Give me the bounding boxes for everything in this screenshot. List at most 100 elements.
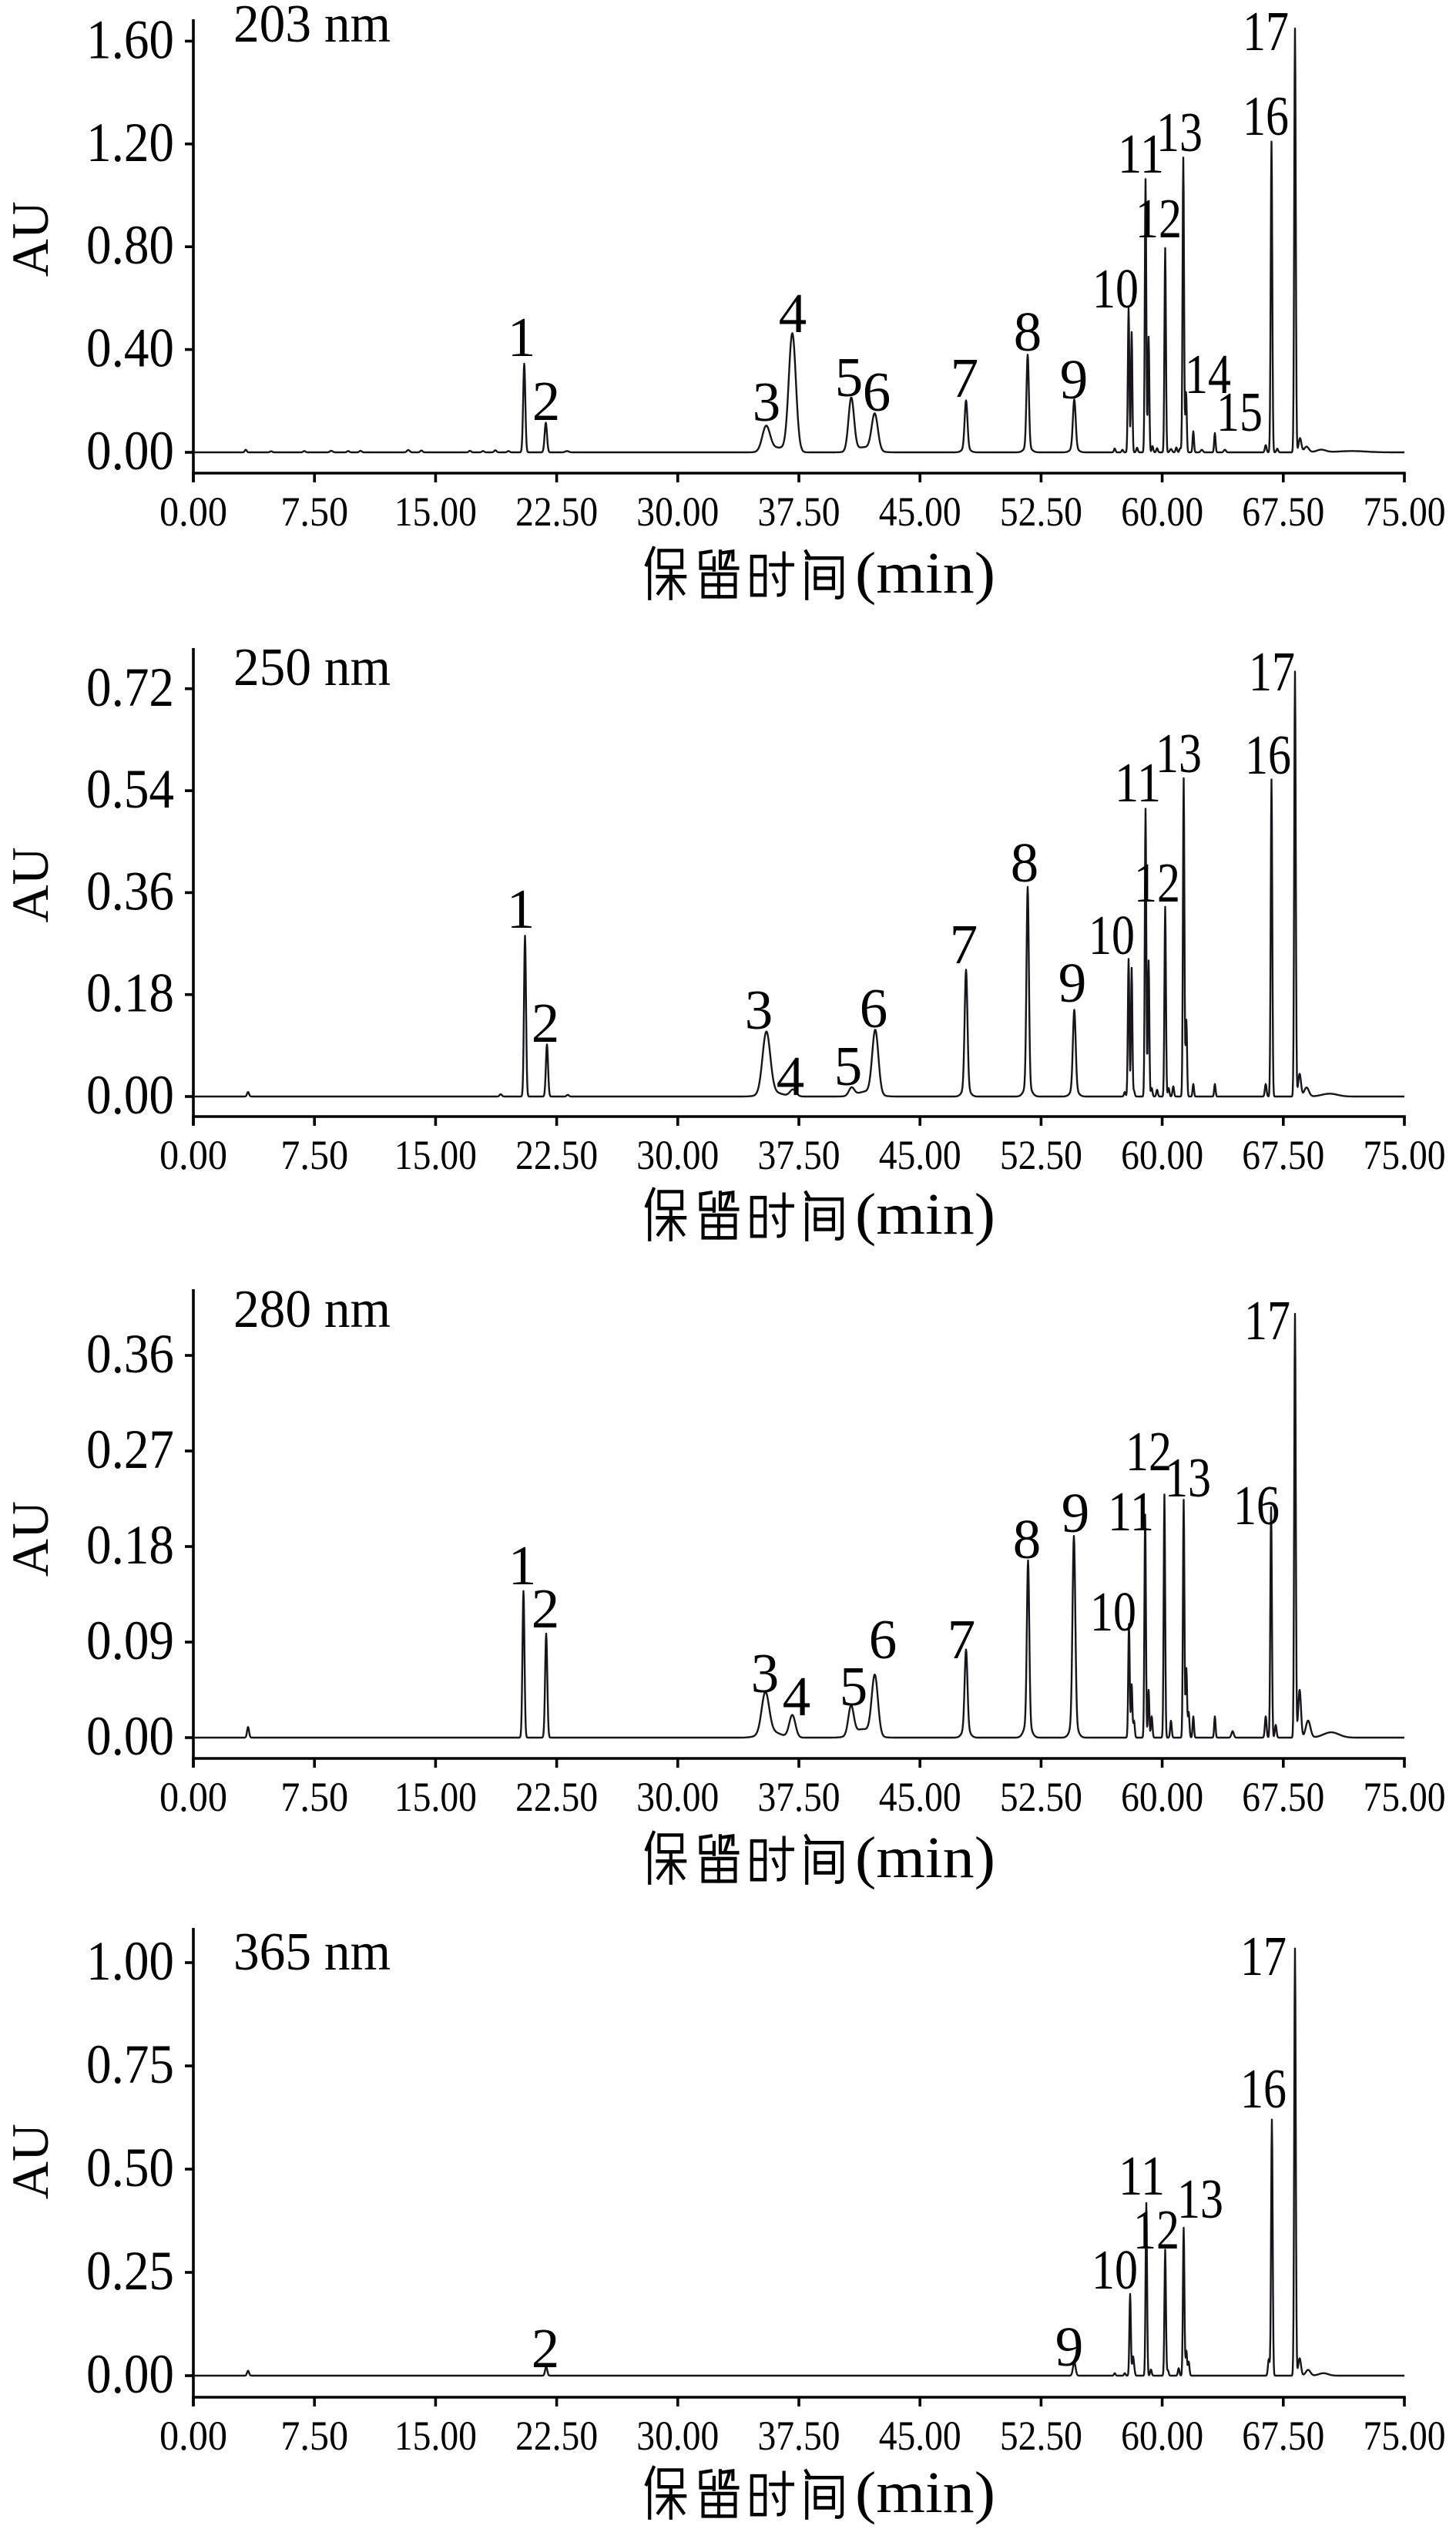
svg-text:1.60: 1.60 xyxy=(86,8,174,70)
svg-text:30.00: 30.00 xyxy=(636,489,719,535)
svg-text:6: 6 xyxy=(860,977,888,1039)
svg-text:15.00: 15.00 xyxy=(394,1132,477,1178)
svg-text:75.00: 75.00 xyxy=(1364,489,1446,535)
svg-text:22.50: 22.50 xyxy=(515,489,598,535)
svg-text:2: 2 xyxy=(532,2317,560,2380)
svg-text:15.00: 15.00 xyxy=(394,2413,477,2459)
svg-text:3: 3 xyxy=(751,1642,780,1704)
svg-text:7.50: 7.50 xyxy=(280,2413,348,2459)
svg-text:5: 5 xyxy=(835,346,864,408)
svg-text:17: 17 xyxy=(1244,1289,1290,1352)
svg-text:3: 3 xyxy=(753,371,781,433)
svg-text:45.00: 45.00 xyxy=(879,2413,961,2459)
svg-text:16: 16 xyxy=(1240,2057,1287,2120)
svg-text:0.18: 0.18 xyxy=(86,1514,174,1576)
svg-text:0.72: 0.72 xyxy=(86,657,174,718)
svg-text:7.50: 7.50 xyxy=(280,1132,348,1178)
svg-text:12: 12 xyxy=(1134,851,1180,914)
svg-text:67.50: 67.50 xyxy=(1242,1132,1324,1178)
svg-text:0.00: 0.00 xyxy=(86,1705,174,1767)
svg-text:13: 13 xyxy=(1165,1446,1211,1509)
svg-text:9: 9 xyxy=(1060,348,1089,411)
svg-text:11: 11 xyxy=(1118,123,1164,185)
svg-text:4: 4 xyxy=(783,1665,811,1728)
svg-text:9: 9 xyxy=(1062,1482,1090,1544)
svg-text:30.00: 30.00 xyxy=(636,1774,719,1820)
svg-text:13: 13 xyxy=(1177,2168,1223,2230)
svg-text:16: 16 xyxy=(1243,85,1289,147)
svg-text:10: 10 xyxy=(1092,2238,1138,2301)
svg-text:45.00: 45.00 xyxy=(879,1132,961,1178)
svg-text:75.00: 75.00 xyxy=(1364,1774,1446,1820)
svg-text:0.00: 0.00 xyxy=(86,1064,174,1126)
svg-text:0.18: 0.18 xyxy=(86,962,174,1024)
svg-text:17: 17 xyxy=(1243,0,1289,62)
svg-text:45.00: 45.00 xyxy=(879,1774,961,1820)
svg-text:15: 15 xyxy=(1216,381,1263,443)
svg-text:1: 1 xyxy=(508,1534,537,1597)
svg-text:5: 5 xyxy=(840,1655,868,1718)
svg-text:4: 4 xyxy=(777,1045,805,1107)
svg-text:12: 12 xyxy=(1133,2198,1179,2261)
svg-text:16: 16 xyxy=(1245,724,1291,786)
svg-text:0.25: 0.25 xyxy=(86,2240,174,2302)
svg-text:13: 13 xyxy=(1156,722,1202,784)
svg-text:0.00: 0.00 xyxy=(86,420,174,482)
svg-text:52.50: 52.50 xyxy=(1000,2413,1082,2459)
svg-text:2: 2 xyxy=(532,1577,560,1640)
svg-text:7.50: 7.50 xyxy=(280,489,348,535)
svg-text:280 nm: 280 nm xyxy=(233,1280,391,1339)
svg-text:75.00: 75.00 xyxy=(1364,2413,1446,2459)
svg-text:(min): (min) xyxy=(855,541,995,606)
svg-text:0.54: 0.54 xyxy=(86,758,174,820)
svg-text:8: 8 xyxy=(1011,831,1039,894)
svg-text:1: 1 xyxy=(507,878,535,940)
svg-text:203 nm: 203 nm xyxy=(233,0,391,54)
svg-text:6: 6 xyxy=(863,361,891,423)
svg-text:37.50: 37.50 xyxy=(758,489,840,535)
svg-text:52.50: 52.50 xyxy=(1000,1132,1082,1178)
svg-text:7: 7 xyxy=(950,913,978,976)
svg-text:AU: AU xyxy=(1,2124,59,2199)
svg-text:10: 10 xyxy=(1092,257,1139,320)
svg-text:1.00: 1.00 xyxy=(86,1930,174,1992)
svg-text:0.50: 0.50 xyxy=(86,2137,174,2198)
svg-text:9: 9 xyxy=(1058,952,1087,1014)
svg-text:22.50: 22.50 xyxy=(515,2413,598,2459)
svg-text:0.00: 0.00 xyxy=(86,2343,174,2405)
svg-text:37.50: 37.50 xyxy=(758,1774,840,1820)
svg-text:0.36: 0.36 xyxy=(86,1323,174,1385)
svg-text:22.50: 22.50 xyxy=(515,1132,598,1178)
svg-text:22.50: 22.50 xyxy=(515,1774,598,1820)
svg-text:60.00: 60.00 xyxy=(1121,1774,1203,1820)
svg-text:0.00: 0.00 xyxy=(159,489,227,535)
svg-text:(min): (min) xyxy=(855,2460,995,2525)
svg-text:3: 3 xyxy=(745,979,773,1041)
svg-text:0.09: 0.09 xyxy=(86,1610,174,1671)
svg-text:0.00: 0.00 xyxy=(159,1132,227,1178)
svg-text:15.00: 15.00 xyxy=(394,1774,477,1820)
svg-text:11: 11 xyxy=(1108,1480,1154,1543)
svg-text:14: 14 xyxy=(1185,343,1231,405)
svg-text:52.50: 52.50 xyxy=(1000,1774,1082,1820)
svg-text:1: 1 xyxy=(508,306,536,368)
svg-text:17: 17 xyxy=(1240,1925,1287,1987)
svg-text:6: 6 xyxy=(869,1608,897,1671)
svg-text:2: 2 xyxy=(532,992,560,1054)
svg-text:17: 17 xyxy=(1249,640,1295,703)
svg-text:45.00: 45.00 xyxy=(879,489,961,535)
svg-text:67.50: 67.50 xyxy=(1242,2413,1324,2459)
svg-text:12: 12 xyxy=(1126,1420,1172,1483)
svg-text:13: 13 xyxy=(1156,101,1203,163)
svg-text:15.00: 15.00 xyxy=(394,489,477,535)
svg-text:67.50: 67.50 xyxy=(1242,489,1324,535)
svg-text:11: 11 xyxy=(1115,751,1161,814)
svg-text:52.50: 52.50 xyxy=(1000,489,1082,535)
svg-text:2: 2 xyxy=(532,370,561,432)
svg-text:7: 7 xyxy=(951,347,979,409)
svg-text:60.00: 60.00 xyxy=(1121,2413,1203,2459)
svg-text:67.50: 67.50 xyxy=(1242,1774,1324,1820)
svg-text:30.00: 30.00 xyxy=(636,1132,719,1178)
svg-text:8: 8 xyxy=(1014,301,1042,363)
svg-text:0.40: 0.40 xyxy=(86,317,174,379)
